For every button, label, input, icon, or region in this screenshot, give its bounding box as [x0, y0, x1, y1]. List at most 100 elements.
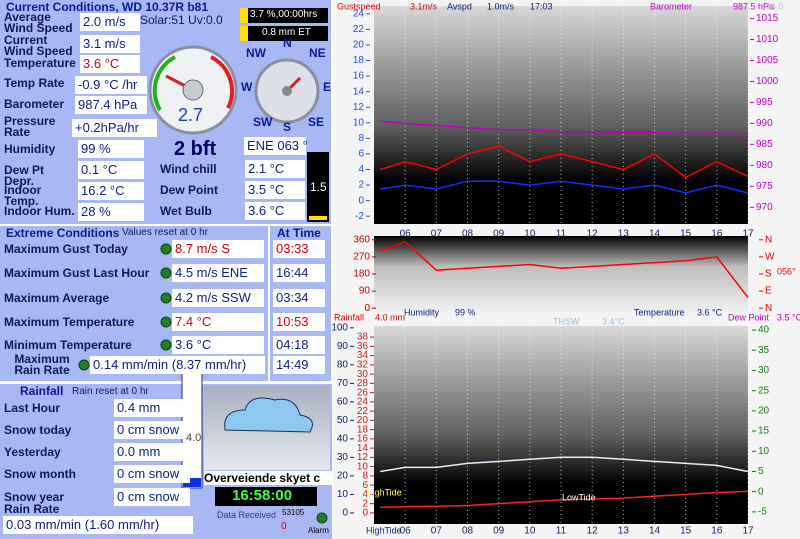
y-tick-label: 20 — [353, 40, 365, 51]
time: 03:34 — [273, 289, 325, 307]
y-tick-label: 15 — [758, 426, 770, 437]
x-tick-label: 10 — [524, 229, 536, 240]
value: 3.6 °C — [245, 202, 305, 220]
value: 0 cm snow — [114, 421, 190, 439]
value: 3.1 m/s — [80, 35, 140, 53]
y-tick-label: 60 — [337, 397, 349, 408]
clock-box — [215, 487, 317, 506]
x-tick-label: 14 — [649, 526, 661, 537]
y-tick-label: 22 — [357, 406, 369, 417]
label: Maximum Average — [4, 291, 110, 305]
annotation: Temperature — [634, 307, 685, 317]
y-tick-label: 90 — [337, 341, 349, 352]
y-tick-label: 2 — [362, 498, 368, 509]
status: 0 — [281, 521, 287, 532]
gauge-value: 2.7 — [178, 105, 204, 125]
y-tick-label: 20 — [337, 471, 349, 482]
y-tick-label: 1000 — [756, 76, 779, 87]
label: Yesterday — [4, 445, 61, 459]
annotation: 3.4°C — [602, 316, 625, 326]
y-tick-label: 0 — [358, 195, 364, 206]
annotation: HighTide — [366, 487, 402, 497]
panel-title: Current Conditions, WD 10.37R b81 — [6, 0, 209, 14]
value: 0.4 mm — [114, 399, 190, 417]
annotation: 24.0 — [766, 1, 784, 11]
series-line — [380, 120, 749, 135]
label: Temp Rate — [4, 76, 65, 90]
y-tick-label: 30 — [337, 452, 349, 463]
y-tick-label: 1005 — [756, 55, 779, 66]
y-tick-label: 975 — [756, 181, 773, 192]
y-tick-label: 20 — [758, 405, 770, 416]
value: 3.6 °C — [80, 55, 140, 73]
x-tick-label: 09 — [493, 229, 505, 240]
y-tick-label: 980 — [756, 160, 773, 171]
annotation: 17:03 — [530, 1, 553, 11]
panel-title: Rainfall — [20, 384, 64, 398]
y-tick-label: 6 — [362, 480, 368, 491]
x-tick-label: 08 — [462, 229, 474, 240]
annotation: 987.5 hPa — [733, 1, 774, 11]
label: Minimum Temperature — [4, 338, 132, 352]
annotation: Dew Point — [728, 312, 770, 322]
label: Humidity — [4, 142, 56, 156]
bar-value: 1.5 — [310, 180, 327, 194]
y-tick-label: 985 — [756, 139, 773, 150]
solar: Solar:51 Uv:0.0 — [140, 13, 223, 27]
y-tick-label: 0 — [364, 303, 370, 314]
y-tick-label: 36 — [357, 341, 369, 352]
y-tick-label: 180 — [353, 269, 370, 280]
compass-label: SW — [253, 115, 273, 129]
annotation: Gustspeed — [337, 1, 381, 11]
y-tick-label: N — [765, 234, 772, 245]
label: Snow today — [4, 423, 72, 437]
time: 16:44 — [273, 264, 325, 282]
label: Wet Bulb — [160, 204, 212, 218]
label: Wind chill — [160, 162, 217, 176]
label: Maximum Gust Last Hour — [4, 266, 150, 280]
value: 16.2 °C — [78, 182, 144, 200]
y-tick-label: 12 — [353, 102, 365, 113]
note: Rain reset at 0 hr — [72, 386, 149, 397]
y-tick-label: 100 — [331, 322, 348, 333]
x-tick-label: 12 — [587, 526, 599, 537]
y-tick-label: 970 — [756, 202, 773, 213]
status: 53105 — [282, 508, 305, 517]
alarm-led — [316, 512, 328, 524]
annotation: 056° — [777, 266, 796, 276]
label: Maximum Temperature — [4, 315, 135, 329]
time: 10:53 — [273, 313, 325, 331]
y-tick-label: 30 — [758, 365, 770, 376]
label: Dew Pt Depr. — [4, 163, 45, 188]
value: 0 cm snow — [114, 465, 190, 483]
status-led — [78, 359, 90, 371]
y-tick-label: 14 — [357, 443, 369, 454]
compass-label: S — [283, 120, 292, 134]
time: 03:33 — [273, 240, 325, 258]
annotation: Rainfall — [334, 312, 364, 322]
status-led — [160, 316, 172, 328]
label: Snow month — [4, 467, 76, 481]
label: Dew Point — [160, 183, 219, 197]
label: Indoor Temp. — [4, 183, 42, 208]
y-tick-label: 270 — [353, 252, 370, 263]
compass-label: NW — [246, 46, 266, 60]
hub — [282, 86, 292, 96]
y-tick-label: 38 — [357, 332, 369, 343]
value: 2.0 m/s — [80, 13, 140, 31]
status: Data Received — [217, 510, 277, 520]
x-tick-label: 13 — [618, 526, 630, 537]
annotation: Avspd — [447, 1, 472, 11]
y-tick-label: 4 — [358, 164, 364, 175]
value: 3.5 °C — [245, 181, 305, 199]
y-tick-label: 995 — [756, 97, 773, 108]
value: 0 cm snow — [114, 488, 190, 506]
annotation: Humidity — [404, 307, 440, 317]
y-tick-label: 35 — [758, 345, 770, 356]
value: +0.2hPa/hr — [72, 119, 157, 137]
time: 04:18 — [273, 336, 325, 354]
y-tick-label: N — [765, 303, 772, 314]
sunshine: 3.7 %,00:00hrs — [250, 9, 318, 20]
plot-area — [374, 236, 748, 312]
value: 987.4 hPa — [75, 96, 147, 114]
